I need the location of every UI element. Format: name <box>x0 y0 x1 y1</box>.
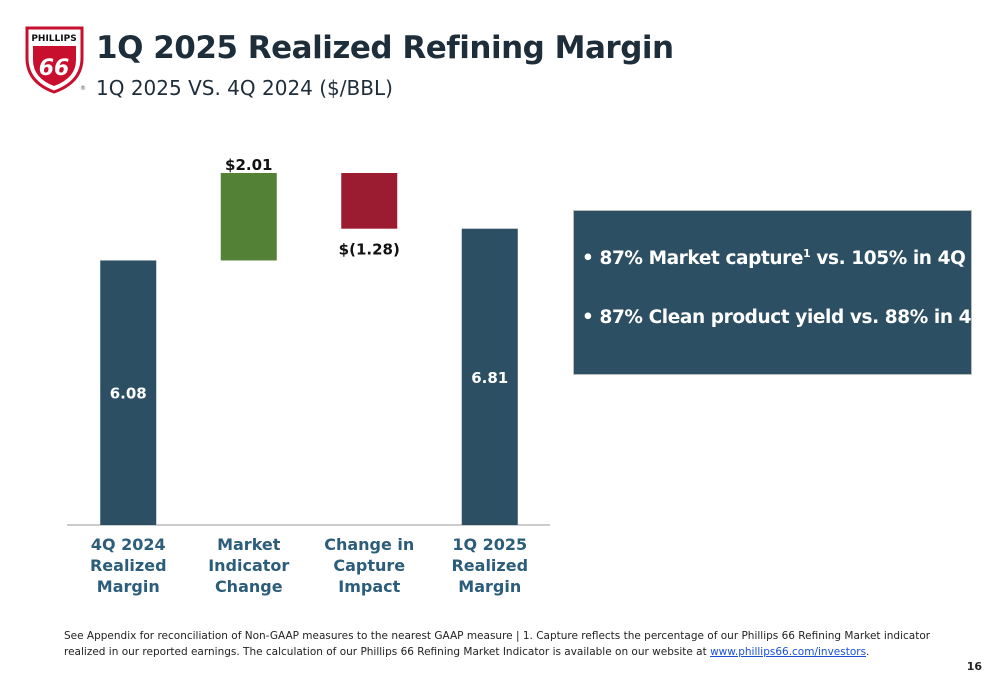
title: 1Q 2025 Realized Refining Margin <box>96 30 674 66</box>
bullet-text: 87% Market capture <box>599 248 804 270</box>
bullet-text: 87% Clean product yield vs. 88% in 4Q <box>599 307 987 328</box>
category-label: 4Q 2024 Realized Margin <box>89 535 167 596</box>
bar <box>220 173 277 261</box>
bullet: • 87% Clean product yield vs. 88% in 4Q <box>582 307 987 328</box>
value-label: 6.81 <box>471 369 508 387</box>
footnote-text: See Appendix for reconciliation of Non-G… <box>64 630 931 658</box>
footnote-text: . <box>866 646 870 658</box>
category-label: Change in Capture Impact <box>324 535 415 596</box>
logo-mark: ® <box>80 85 86 92</box>
bullet-box: • 87% Market capture1 vs. 105% in 4Q • 8… <box>573 210 987 375</box>
bullet-text: vs. 105% in 4Q <box>810 248 966 270</box>
subtitle: 1Q 2025 VS. 4Q 2024 ($/BBL) <box>96 76 393 100</box>
footnote: See Appendix for reconciliation of Non-G… <box>64 628 944 660</box>
logo: PHILLIPS 66 ® <box>25 26 86 94</box>
logo-fill <box>33 46 76 86</box>
value-label: 6.08 <box>110 385 147 403</box>
page-number: 16 <box>966 660 982 673</box>
logo-top: PHILLIPS <box>31 34 76 44</box>
superscript: 1 <box>803 247 811 260</box>
bar <box>341 173 398 229</box>
footnote-link[interactable]: www.phillips66.com/investors <box>710 646 867 658</box>
bar <box>100 260 157 525</box>
bullet: • 87% Market capture1 vs. 105% in 4Q <box>582 247 966 270</box>
value-label: $(1.28) <box>339 241 400 259</box>
logo-number: 66 <box>39 56 70 81</box>
bar <box>461 228 518 525</box>
value-label: $2.01 <box>225 156 272 174</box>
category-label: Market Indicator Change <box>208 535 290 596</box>
category-label: 1Q 2025 Realized Margin <box>451 535 529 596</box>
